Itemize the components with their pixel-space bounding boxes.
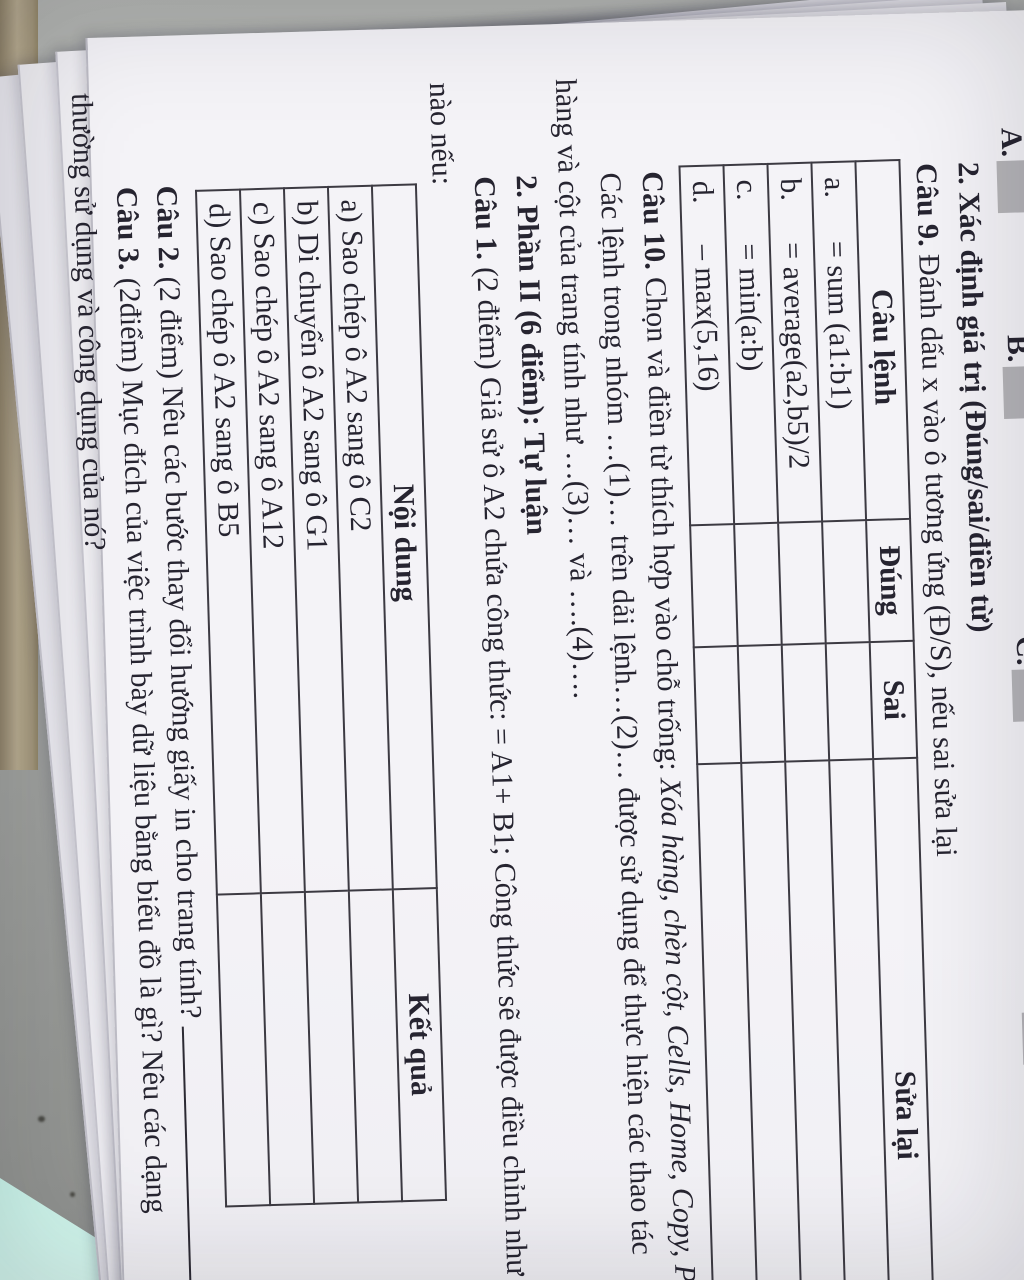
ket-qua-cell-empty — [260, 891, 315, 1206]
col-header-sai: Sai — [869, 640, 918, 760]
exam-content: A. B. C. D. 2. Xác định giá trị (Đúng/sa… — [60, 65, 1024, 1280]
option-b-label: B. — [1000, 334, 1024, 363]
cau3-label: Câu 3. — [109, 186, 146, 271]
sai-cell-empty — [693, 646, 742, 765]
option-c-label: C. — [1009, 635, 1024, 666]
row-label: b. — [773, 177, 808, 202]
row-label: d. — [685, 180, 720, 204]
ket-qua-cell-empty — [216, 893, 271, 1207]
sai-cell-empty — [825, 642, 874, 761]
wall-speck — [70, 1192, 75, 1197]
formula: = average(a2,b5)/2 — [775, 241, 816, 470]
sai-cell-empty — [781, 643, 830, 762]
exam-sheet: A. B. C. D. 2. Xác định giá trị (Đúng/sa… — [65, 10, 1024, 1280]
dung-cell-empty — [734, 522, 782, 647]
option-d-label: D. — [1019, 978, 1024, 1009]
option-b-redaction-box — [1002, 365, 1024, 419]
sai-cell-empty — [737, 644, 786, 763]
option-a-label: A. — [994, 127, 1024, 158]
formula: – max(5,16) — [687, 244, 726, 392]
cau1-label: Câu 1. — [467, 175, 504, 261]
dung-cell-empty — [778, 521, 826, 645]
cau1-table: Nội dung Kết quả a) Sao chép ô A2 sang ô… — [195, 183, 447, 1207]
wall-speck — [38, 1116, 45, 1122]
cau2-label: Câu 2. — [149, 185, 186, 270]
ket-qua-cell-empty — [348, 889, 403, 1203]
cau9-table: Câu lệnh Đúng Sai Sửa lại a.= sum (a1:b1… — [678, 159, 939, 1280]
formula: = sum (a1:b1) — [819, 240, 858, 410]
cau9-label: Câu 9. — [909, 162, 945, 248]
row-label: c. — [729, 179, 764, 201]
cau10-label: Câu 10. — [635, 170, 672, 271]
col-header-dung: Đúng — [866, 518, 914, 643]
dung-cell-empty — [822, 520, 870, 644]
option-c-redaction-box — [1011, 668, 1024, 722]
col-header-ket-qua: Kết quả — [392, 888, 447, 1202]
row-label: a. — [817, 176, 852, 199]
formula: = min(a:b) — [731, 243, 769, 372]
option-a-redaction-box — [996, 160, 1024, 214]
dung-cell-empty — [690, 524, 738, 648]
ket-qua-cell-empty — [304, 890, 359, 1204]
